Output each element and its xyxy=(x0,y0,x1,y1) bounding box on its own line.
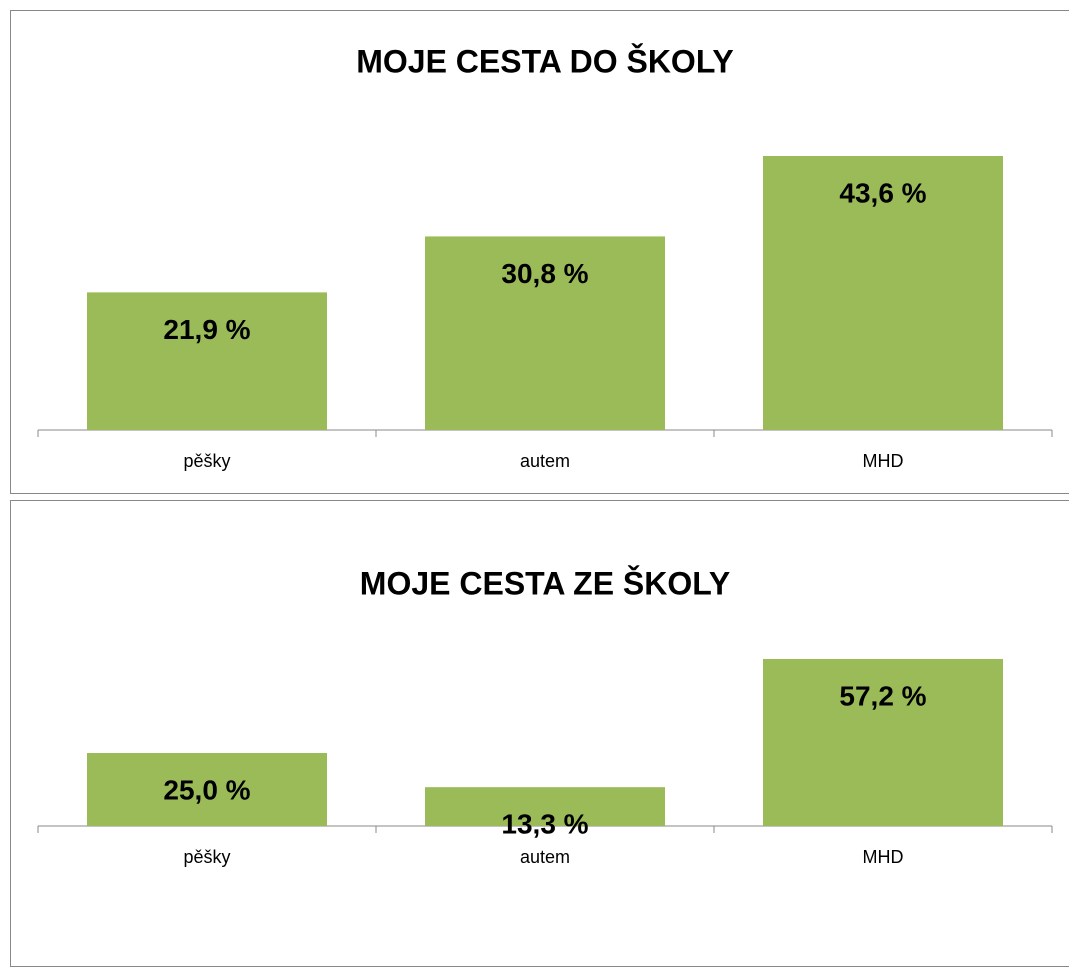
x-tick-label: MHD xyxy=(863,451,904,471)
value-label: 25,0 % xyxy=(163,774,250,805)
chart-title: MOJE CESTA ZE ŠKOLY xyxy=(360,565,730,601)
bar xyxy=(425,787,665,826)
chart-frame xyxy=(10,10,1069,494)
chart-title: MOJE CESTA DO ŠKOLY xyxy=(356,43,734,79)
value-label: 21,9 % xyxy=(163,314,250,345)
bar xyxy=(87,753,327,826)
bar xyxy=(425,236,665,430)
bar xyxy=(763,156,1003,430)
value-label: 57,2 % xyxy=(839,680,926,711)
value-label: 43,6 % xyxy=(839,177,926,208)
bar xyxy=(763,659,1003,826)
x-tick-label: pěšky xyxy=(183,451,230,471)
x-tick-label: autem xyxy=(520,451,570,471)
x-tick-label: pěšky xyxy=(183,847,230,867)
x-tick-label: MHD xyxy=(863,847,904,867)
value-label: 30,8 % xyxy=(501,258,588,289)
x-tick-label: autem xyxy=(520,847,570,867)
value-label: 13,3 % xyxy=(501,809,588,840)
bar xyxy=(87,292,327,430)
